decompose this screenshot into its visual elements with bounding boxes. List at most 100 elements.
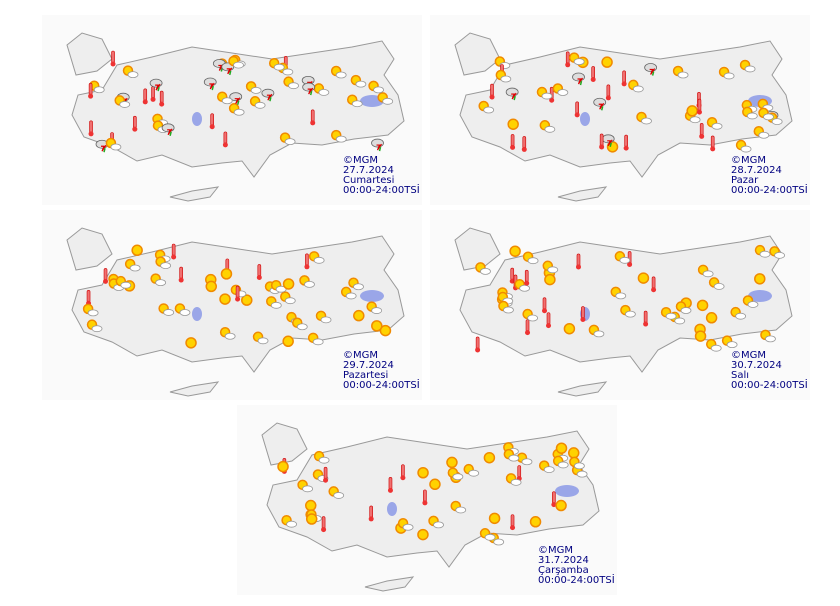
thermometer-icon: [522, 136, 527, 149]
rain-icon: [211, 85, 214, 91]
cloud-icon: [273, 63, 285, 71]
cloud-icon: [468, 469, 480, 477]
thermometer-bulb: [696, 109, 702, 115]
sun-icon: [305, 513, 318, 525]
thermometer-bulb: [549, 97, 555, 103]
cloud-icon: [573, 58, 585, 66]
cloud-icon: [680, 307, 692, 314]
caption-day: Pazartesi: [343, 370, 388, 381]
thermometer-icon: [510, 134, 515, 147]
thermometer-bulb: [590, 76, 596, 82]
thermometer-bulb: [699, 133, 705, 139]
thermometer-bulb: [178, 277, 184, 283]
land: [66, 227, 113, 271]
thermometer-icon: [179, 266, 183, 280]
rain-icon: [269, 96, 272, 102]
thermometer-icon: [111, 50, 115, 64]
thermometer-icon: [552, 491, 556, 504]
lake: [555, 485, 579, 497]
sun-icon: [277, 460, 289, 473]
sun-icon: [446, 456, 458, 469]
rain-icon: [157, 86, 160, 92]
thermometer-icon: [606, 84, 611, 98]
caption-time: 00:00-24:00TSİ: [343, 378, 420, 391]
rain-icon: [651, 71, 655, 76]
land: [459, 40, 793, 178]
cloud-icon: [455, 506, 467, 514]
cloud-icon: [335, 71, 347, 79]
cloud-icon: [521, 458, 533, 466]
cloud-icon: [624, 310, 636, 318]
cloud-icon: [503, 306, 514, 314]
cloud-icon: [665, 312, 677, 320]
cloud-icon: [740, 145, 752, 153]
thermometer-bulb: [710, 146, 716, 152]
caption-time: 00:00-24:00TSİ: [538, 573, 615, 586]
cloud-icon: [373, 86, 384, 94]
cloud-icon: [284, 138, 296, 146]
sun-icon: [220, 268, 233, 280]
cloud-icon: [541, 92, 553, 100]
lightning-icon: [266, 93, 273, 101]
cloud-icon: [87, 309, 99, 317]
cloud-icon: [250, 86, 262, 94]
thermometer-icon: [517, 465, 522, 478]
thermometer-bulb: [605, 95, 611, 101]
thermometer-icon: [581, 306, 585, 319]
sun-icon: [282, 278, 295, 290]
thermometer-bulb: [524, 280, 530, 286]
cloud-icon: [345, 292, 357, 300]
thermometer-bulb: [627, 261, 633, 267]
cloud-icon: [179, 309, 191, 316]
cloud-icon: [355, 80, 367, 88]
land: [364, 576, 415, 592]
thermometer-bulb: [575, 264, 581, 270]
sun-icon: [305, 499, 317, 512]
rain-icon: [309, 90, 313, 96]
cloud-icon: [296, 323, 308, 331]
thermometer-bulb: [510, 144, 516, 150]
caption-date: 27.7.2024: [343, 165, 394, 176]
sun-icon: [544, 273, 556, 286]
thermometer-bulb: [580, 317, 586, 323]
lightning-icon: [101, 144, 107, 152]
thermometer-icon: [321, 516, 326, 529]
thermometer-bulb: [222, 142, 228, 148]
thermometer-icon: [143, 88, 148, 102]
thermometer-bulb: [209, 124, 215, 130]
cloud-icon: [119, 101, 131, 108]
thermometer-bulb: [551, 502, 557, 508]
cloud-icon: [484, 533, 496, 541]
cloud-icon: [313, 256, 325, 264]
cloud-icon: [674, 317, 686, 325]
cloud-icon: [702, 270, 714, 278]
sun-icon: [131, 244, 143, 257]
cloud-icon: [312, 338, 324, 346]
caption-time: 00:00-24:00TSİ: [731, 378, 808, 391]
storm-cloud-icon: [149, 78, 163, 88]
rain-icon: [237, 100, 240, 105]
caption-date: 29.7.2024: [343, 360, 394, 371]
cloud-icon: [735, 312, 747, 320]
thermometer-bulb: [304, 264, 310, 270]
thermometer-icon: [699, 123, 704, 136]
cloud-icon: [284, 297, 296, 305]
lightning-icon: [307, 87, 314, 95]
thermometer-icon: [510, 267, 515, 281]
thermometer-icon: [475, 336, 480, 350]
sun-icon: [205, 280, 218, 293]
cloud-icon: [677, 71, 689, 79]
cloud-icon: [318, 456, 330, 464]
thermometer-icon: [88, 82, 93, 96]
cloud-icon: [519, 284, 531, 292]
cloud-icon: [689, 116, 701, 124]
cloud-icon: [402, 523, 414, 531]
storm-cloud-icon: [644, 63, 658, 72]
caption-day: Çarşamba: [538, 565, 589, 576]
cloud-icon: [233, 108, 245, 116]
thermometer-bulb: [643, 321, 649, 327]
cloud-icon: [774, 251, 785, 259]
thermometer-bulb: [103, 278, 109, 284]
